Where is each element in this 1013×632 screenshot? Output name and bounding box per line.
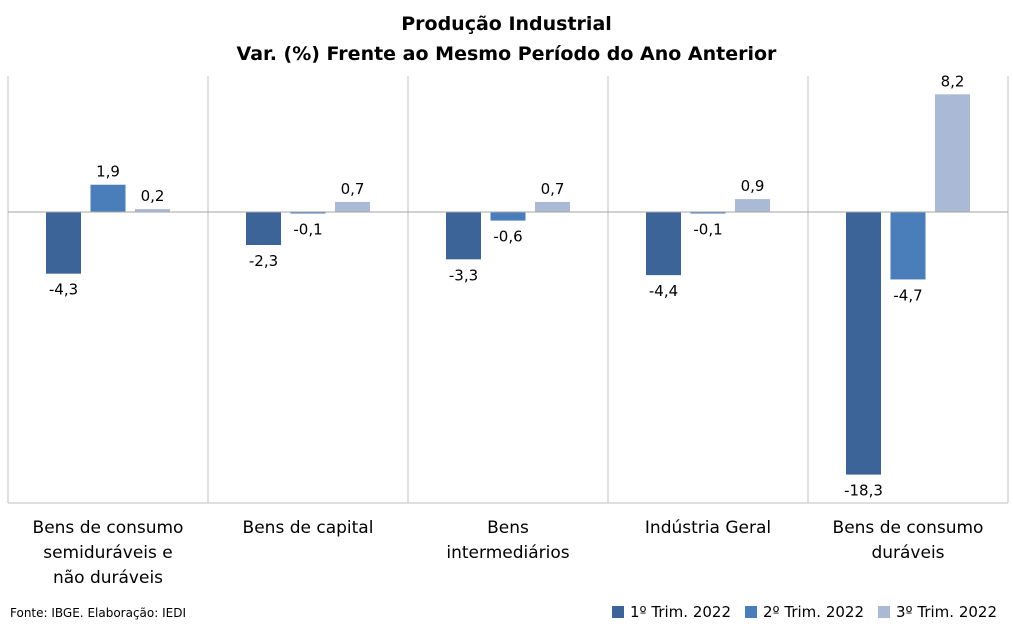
bar [46, 212, 81, 274]
bar [535, 201, 570, 212]
bar [246, 212, 281, 246]
bar [335, 201, 370, 212]
chart-title: Produção Industrial [401, 13, 612, 35]
data-label: 0,7 [541, 180, 565, 198]
bar [690, 212, 726, 214]
legend-item-1: 1º Trim. 2022 [612, 603, 731, 621]
data-label: -2,3 [249, 252, 278, 270]
legend-item-3: 3º Trim. 2022 [878, 603, 997, 621]
legend-label-1: 1º Trim. 2022 [630, 603, 731, 621]
bar [446, 212, 481, 260]
legend-item-2: 2º Trim. 2022 [745, 603, 864, 621]
category-label: Bens de consumo duráveis [832, 518, 984, 563]
legend-swatch-1 [612, 606, 624, 618]
data-label: -0,6 [493, 228, 522, 246]
data-label: -0,1 [693, 220, 722, 238]
bar [90, 184, 126, 212]
legend: 1º Trim. 2022 2º Trim. 2022 3º Trim. 202… [612, 603, 997, 621]
chart-subtitle: Var. (%) Frente ao Mesmo Período do Ano … [236, 43, 777, 65]
legend-label-3: 3º Trim. 2022 [896, 603, 997, 621]
category-label: Bens intermediários [446, 518, 570, 563]
data-label: 0,2 [141, 187, 165, 205]
data-label: -4,3 [49, 281, 78, 299]
legend-swatch-3 [878, 606, 890, 618]
category-label: Bens de capital [242, 518, 374, 538]
data-label: 8,2 [941, 72, 965, 90]
bar [490, 212, 526, 221]
bar [890, 212, 926, 280]
bar [846, 212, 881, 475]
data-label: -0,1 [293, 220, 322, 238]
data-label: -4,4 [649, 282, 678, 300]
data-label: 0,7 [341, 180, 365, 198]
bar [935, 94, 970, 212]
bar [290, 212, 326, 214]
bar [646, 212, 681, 276]
bar [735, 199, 770, 212]
data-label: 0,9 [741, 177, 765, 195]
data-label: -4,7 [893, 286, 922, 304]
legend-swatch-2 [745, 606, 757, 618]
data-label: 1,9 [96, 163, 120, 181]
bar [135, 209, 170, 212]
legend-label-2: 2º Trim. 2022 [763, 603, 864, 621]
source-note: Fonte: IBGE. Elaboração: IEDI [10, 606, 187, 620]
data-label: -18,3 [844, 482, 883, 500]
data-label: -3,3 [449, 266, 478, 284]
category-label: Indústria Geral [644, 518, 772, 538]
category-label: Bens de consumo semiduráveis e não duráv… [32, 518, 184, 588]
